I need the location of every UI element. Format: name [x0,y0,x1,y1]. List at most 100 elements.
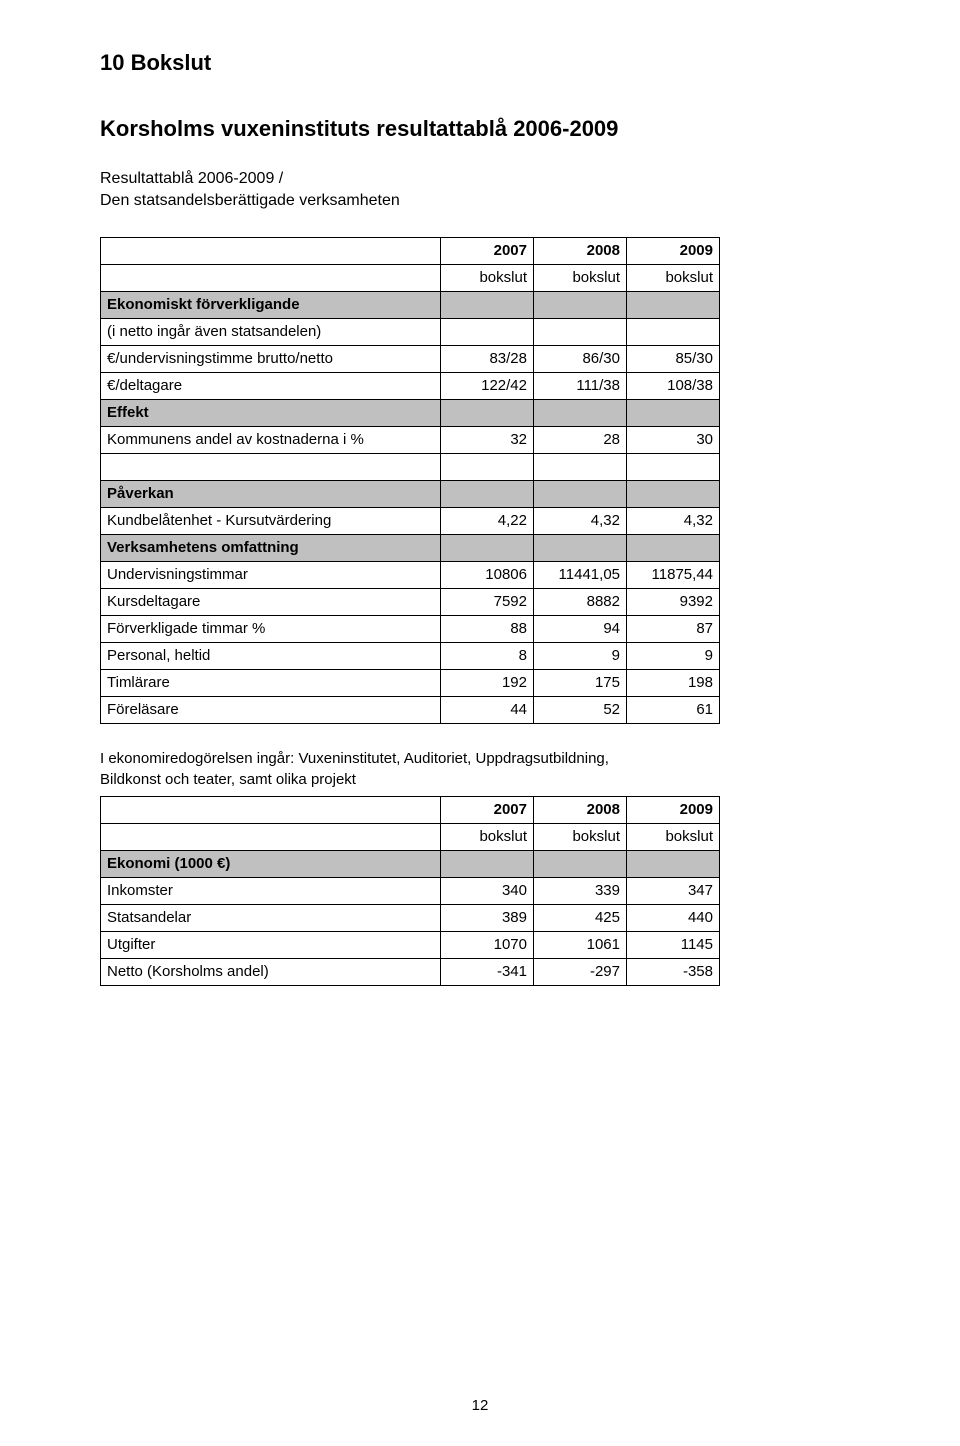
table-cell [534,850,627,877]
table-header-sub: bokslutbokslutbokslut [101,823,720,850]
table-cell [627,318,720,345]
table-cell: Kundbelåtenhet - Kursutvärdering [101,507,441,534]
page-number: 12 [0,1397,960,1414]
table-cell: Personal, heltid [101,642,441,669]
table-cell: 88 [441,615,534,642]
subtitle-line-1: Resultattablå 2006-2009 / [100,170,283,187]
table-header-cell: 2007 [441,796,534,823]
table-header-cell: bokslut [534,264,627,291]
table-cell: 9 [627,642,720,669]
table-header-cell: 2008 [534,237,627,264]
table-cell: 30 [627,426,720,453]
table-cell [534,480,627,507]
table-header-cell [101,237,441,264]
table-cell: Inkomster [101,877,441,904]
table-cell: (i netto ingår även statsandelen) [101,318,441,345]
table-cell: -297 [534,958,627,985]
table-cell [441,291,534,318]
table-cell: 52 [534,696,627,723]
table-cell: Netto (Korsholms andel) [101,958,441,985]
table-cell: 11875,44 [627,561,720,588]
result-table-2: 200720082009bokslutbokslutbokslutEkonomi… [100,796,720,986]
table-cell: 4,32 [534,507,627,534]
table-header-cell: bokslut [534,823,627,850]
table-cell [441,850,534,877]
subtitle: Resultattablå 2006-2009 / Den statsandel… [100,168,860,213]
table-header-cell: bokslut [441,264,534,291]
table-cell [441,453,534,480]
table-cell: 4,22 [441,507,534,534]
table-cell: 86/30 [534,345,627,372]
table-cell [534,291,627,318]
table-cell: Statsandelar [101,904,441,931]
table-cell [441,480,534,507]
table-cell: 1070 [441,931,534,958]
table-cell: Undervisningstimmar [101,561,441,588]
table-cell: 7592 [441,588,534,615]
table-row: Undervisningstimmar1080611441,0511875,44 [101,561,720,588]
table-row: Ekonomiskt förverkligande [101,291,720,318]
table-cell: 85/30 [627,345,720,372]
page-title: Korsholms vuxeninstituts resultattablå 2… [100,116,860,142]
table-cell: €/deltagare [101,372,441,399]
table-row: Kundbelåtenhet - Kursutvärdering4,224,32… [101,507,720,534]
table-row: Verksamhetens omfattning [101,534,720,561]
table-row: Föreläsare445261 [101,696,720,723]
table-cell: Ekonomiskt förverkligande [101,291,441,318]
table-cell [627,291,720,318]
table-header-cell [101,796,441,823]
table-header-cell: 2008 [534,796,627,823]
table-cell [101,453,441,480]
table-cell: 122/42 [441,372,534,399]
section-heading: 10 Bokslut [100,50,860,76]
table-cell: 87 [627,615,720,642]
table-row: (i netto ingår även statsandelen) [101,318,720,345]
table-cell: 4,32 [627,507,720,534]
table-cell: 347 [627,877,720,904]
table-header-years: 200720082009 [101,796,720,823]
table-cell: 108/38 [627,372,720,399]
table-cell [534,399,627,426]
table-cell: 1145 [627,931,720,958]
table-cell: Effekt [101,399,441,426]
table-cell: 389 [441,904,534,931]
table-row: Kursdeltagare759288829392 [101,588,720,615]
table-cell: Timlärare [101,669,441,696]
table-header-cell: bokslut [627,823,720,850]
table-cell [627,399,720,426]
table-cell: 28 [534,426,627,453]
table-cell: Påverkan [101,480,441,507]
table-cell: Kommunens andel av kostnaderna i % [101,426,441,453]
table-cell: 440 [627,904,720,931]
table-cell: -341 [441,958,534,985]
result-table-1: 200720082009bokslutbokslutbokslutEkonomi… [100,237,720,724]
table-cell: Ekonomi (1000 €) [101,850,441,877]
table-row: Utgifter107010611145 [101,931,720,958]
table-cell: 61 [627,696,720,723]
table-cell: 340 [441,877,534,904]
table-cell: 10806 [441,561,534,588]
table-cell [534,534,627,561]
table-cell: Utgifter [101,931,441,958]
table-header-cell: 2007 [441,237,534,264]
table-header-years: 200720082009 [101,237,720,264]
table-row: Inkomster340339347 [101,877,720,904]
table-header-sub: bokslutbokslutbokslut [101,264,720,291]
table-row: Påverkan [101,480,720,507]
table-cell [441,399,534,426]
table-cell [441,534,534,561]
table-row: Förverkligade timmar %889487 [101,615,720,642]
table-cell: 425 [534,904,627,931]
note-line-2: Bildkonst och teater, samt olika projekt [100,771,356,788]
table-cell: 9392 [627,588,720,615]
table-cell: 8 [441,642,534,669]
table-cell [627,850,720,877]
table-cell: 8882 [534,588,627,615]
table-cell: €/undervisningstimme brutto/netto [101,345,441,372]
table-cell: 339 [534,877,627,904]
table-cell: 198 [627,669,720,696]
table-cell: 175 [534,669,627,696]
table-row [101,453,720,480]
subtitle-line-2: Den statsandelsberättigade verksamheten [100,192,400,209]
table-row: Timlärare192175198 [101,669,720,696]
